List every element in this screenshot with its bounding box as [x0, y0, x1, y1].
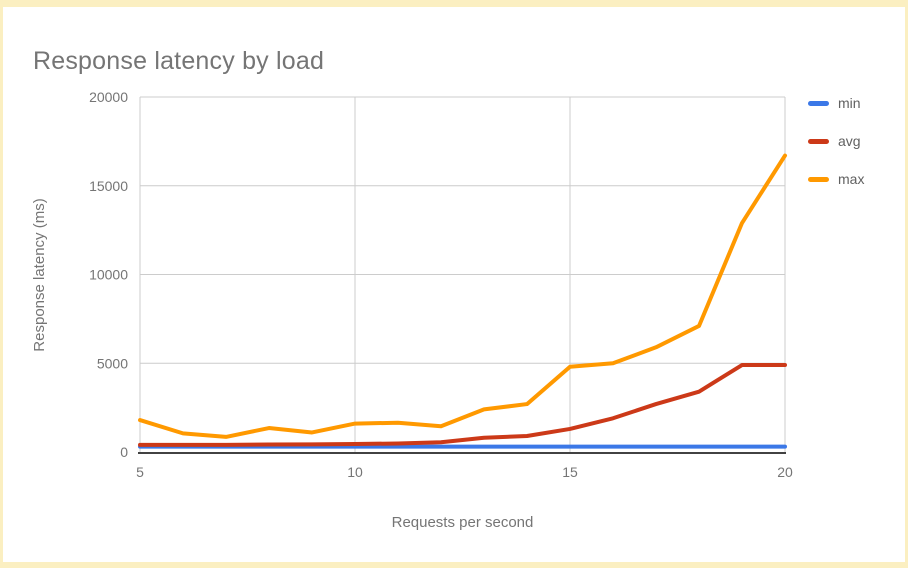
svg-text:0: 0: [120, 444, 128, 460]
legend-swatch-avg: [808, 138, 829, 144]
svg-text:5: 5: [136, 464, 144, 480]
svg-text:20000: 20000: [89, 89, 128, 105]
legend-label-avg: avg: [838, 133, 861, 149]
svg-text:10: 10: [347, 464, 363, 480]
svg-text:10000: 10000: [89, 267, 128, 283]
svg-text:5000: 5000: [97, 355, 128, 371]
legend-label-max: max: [838, 171, 865, 187]
legend-item-avg[interactable]: avg: [808, 133, 861, 149]
x-axis-title: Requests per second: [391, 514, 534, 531]
legend-swatch-max: [808, 176, 829, 182]
svg-text:15000: 15000: [89, 178, 128, 194]
chart-title: Response latency by load: [33, 46, 325, 75]
y-axis-title: Response latency (ms): [31, 198, 48, 352]
legend-item-min[interactable]: min: [808, 95, 861, 111]
svg-text:15: 15: [562, 464, 578, 480]
svg-text:20: 20: [777, 464, 793, 480]
legend-item-max[interactable]: max: [808, 171, 864, 187]
legend-label-min: min: [838, 95, 861, 111]
legend-swatch-min: [808, 100, 829, 106]
